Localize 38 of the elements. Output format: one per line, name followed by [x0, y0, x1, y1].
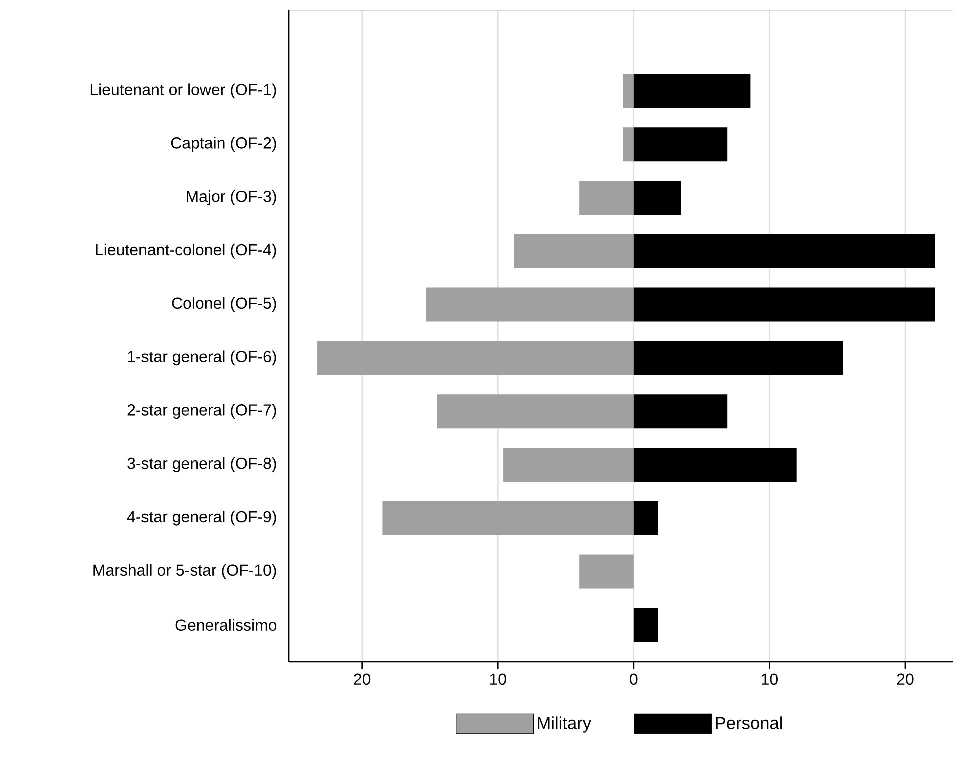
bar — [634, 608, 658, 642]
bar — [634, 341, 844, 376]
bar — [634, 234, 936, 268]
bar — [426, 288, 634, 322]
x-tick-label: 20 — [897, 674, 914, 686]
legend-label: Military — [538, 716, 592, 733]
y-tick-label: 3-star general (OF-8) — [128, 458, 276, 472]
bar — [634, 448, 797, 482]
y-tick-label: Lieutenant or lower (OF-1) — [90, 84, 276, 99]
y-tick-label: Colonel (OF-5) — [172, 297, 276, 312]
bar — [580, 554, 634, 589]
x-tick-label: 10 — [762, 674, 778, 686]
bar — [514, 234, 634, 268]
bar — [634, 180, 682, 215]
bar — [634, 394, 728, 429]
x-tick-label: 20 — [354, 674, 371, 686]
bar — [634, 288, 936, 322]
bar — [623, 74, 634, 108]
bar — [634, 74, 751, 108]
bar — [437, 394, 634, 429]
x-tick-label: 0 — [630, 674, 638, 686]
y-tick-label: Marshall or 5-star (OF-10) — [94, 564, 276, 580]
y-tick-label: 2-star general (OF-7) — [128, 404, 276, 420]
bar — [504, 448, 634, 482]
bar — [382, 501, 634, 536]
bar — [580, 180, 634, 215]
legend-label: Personal — [716, 716, 782, 730]
bar — [623, 128, 634, 162]
y-tick-label: 4-star general (OF-9) — [127, 510, 276, 526]
bar — [634, 128, 728, 162]
y-tick-label: Generalissimo — [176, 619, 277, 632]
y-tick-label: Captain (OF-2) — [171, 137, 276, 152]
bar — [634, 501, 658, 536]
bar — [318, 341, 634, 376]
y-tick-label: Lieutenant-colonel (OF-4) — [96, 244, 276, 259]
y-tick-label: 1-star general (OF-6) — [128, 350, 276, 366]
x-tick-label: 10 — [490, 674, 506, 686]
y-tick-label: Major (OF-3) — [187, 190, 276, 206]
